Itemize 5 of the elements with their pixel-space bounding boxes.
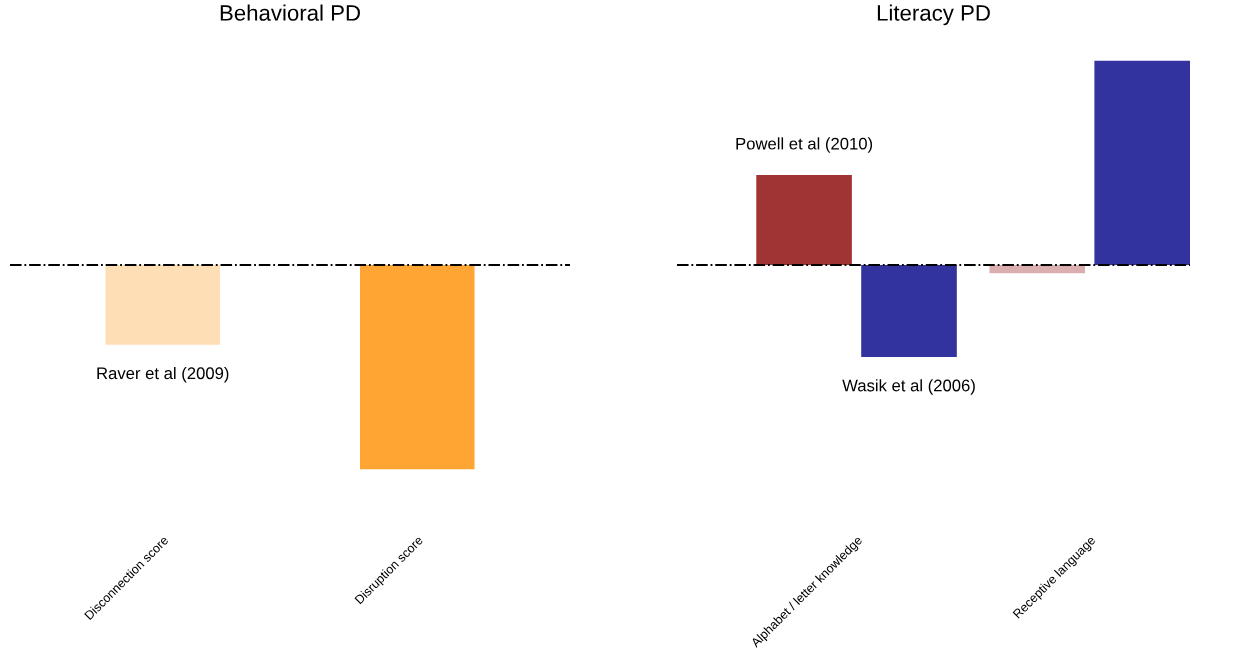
- series-label: Wasik et al (2006): [842, 379, 975, 395]
- series-label: Raver et al (2009): [97, 366, 229, 383]
- series-label: Powell et al (2010): [736, 137, 873, 153]
- chart-title: Literacy PD: [877, 4, 990, 26]
- chart-title: Behavioral PD: [220, 4, 360, 21]
